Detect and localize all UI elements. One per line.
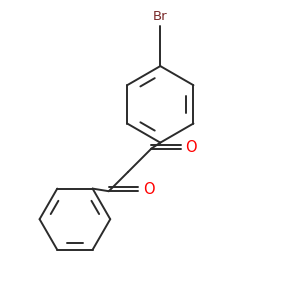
Text: O: O (185, 140, 197, 154)
Text: O: O (142, 182, 154, 197)
Text: Br: Br (153, 11, 168, 23)
